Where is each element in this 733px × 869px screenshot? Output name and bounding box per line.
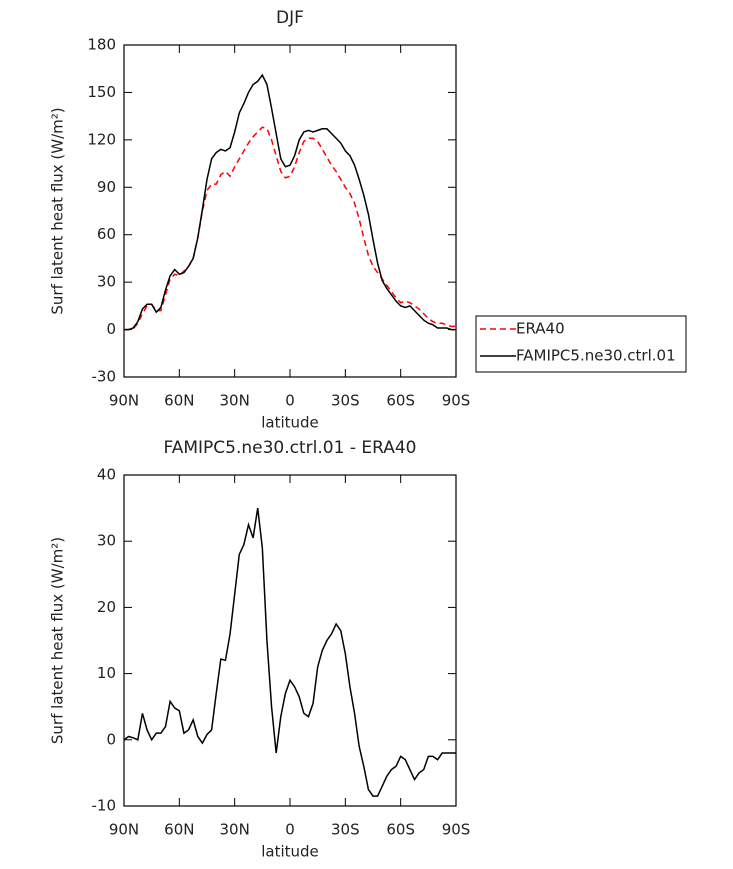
- data-line: [124, 73, 456, 331]
- x-tick-label: 90S: [442, 392, 471, 410]
- x-tick-label: 60N: [164, 392, 194, 410]
- y-tick-label: 30: [97, 273, 116, 291]
- plot-frame: [123, 474, 457, 807]
- y-tick-label: -10: [92, 797, 117, 815]
- y-tick-label: 0: [106, 730, 116, 748]
- x-tick-label: 60N: [164, 821, 194, 839]
- y-tick-label: 40: [97, 466, 116, 484]
- data-line: [124, 126, 456, 331]
- y-tick-label: 30: [97, 532, 116, 550]
- x-tick-label: 90N: [109, 392, 139, 410]
- y-tick-label: 120: [87, 130, 116, 148]
- chart-title: DJF: [276, 8, 304, 28]
- x-axis-label: latitude: [261, 414, 319, 432]
- x-tick-label: 30S: [331, 821, 360, 839]
- y-tick-label: 60: [97, 225, 116, 243]
- x-tick-label: 90S: [442, 821, 471, 839]
- data-line: [123, 507, 456, 797]
- y-axis-label: Surf latent heat flux (W/m²): [49, 107, 67, 314]
- x-tick-label: 0: [285, 821, 295, 839]
- x-tick-label: 90N: [109, 821, 139, 839]
- x-tick-label: 60S: [386, 821, 415, 839]
- x-axis-label: latitude: [261, 843, 319, 861]
- y-tick-label: 150: [87, 83, 116, 101]
- y-tick-label: 10: [97, 664, 116, 682]
- x-tick-label: 30S: [331, 392, 360, 410]
- x-tick-label: 30N: [220, 821, 250, 839]
- legend-label: ERA40: [516, 320, 565, 338]
- y-axis-label: Surf latent heat flux (W/m²): [49, 537, 67, 744]
- legend-label: FAMIPC5.ne30.ctrl.01: [516, 347, 676, 365]
- x-tick-label: 30N: [220, 392, 250, 410]
- x-tick-label: 60S: [386, 392, 415, 410]
- plot-frame: [123, 44, 457, 378]
- y-tick-label: 20: [97, 598, 116, 616]
- x-tick-label: 0: [285, 392, 295, 410]
- y-tick-label: 90: [97, 178, 116, 196]
- y-tick-label: 0: [106, 320, 116, 338]
- y-tick-label: 180: [87, 36, 116, 54]
- y-tick-label: -30: [92, 368, 117, 386]
- chart-title: FAMIPC5.ne30.ctrl.01 - ERA40: [164, 438, 417, 458]
- legend-box: [475, 315, 687, 373]
